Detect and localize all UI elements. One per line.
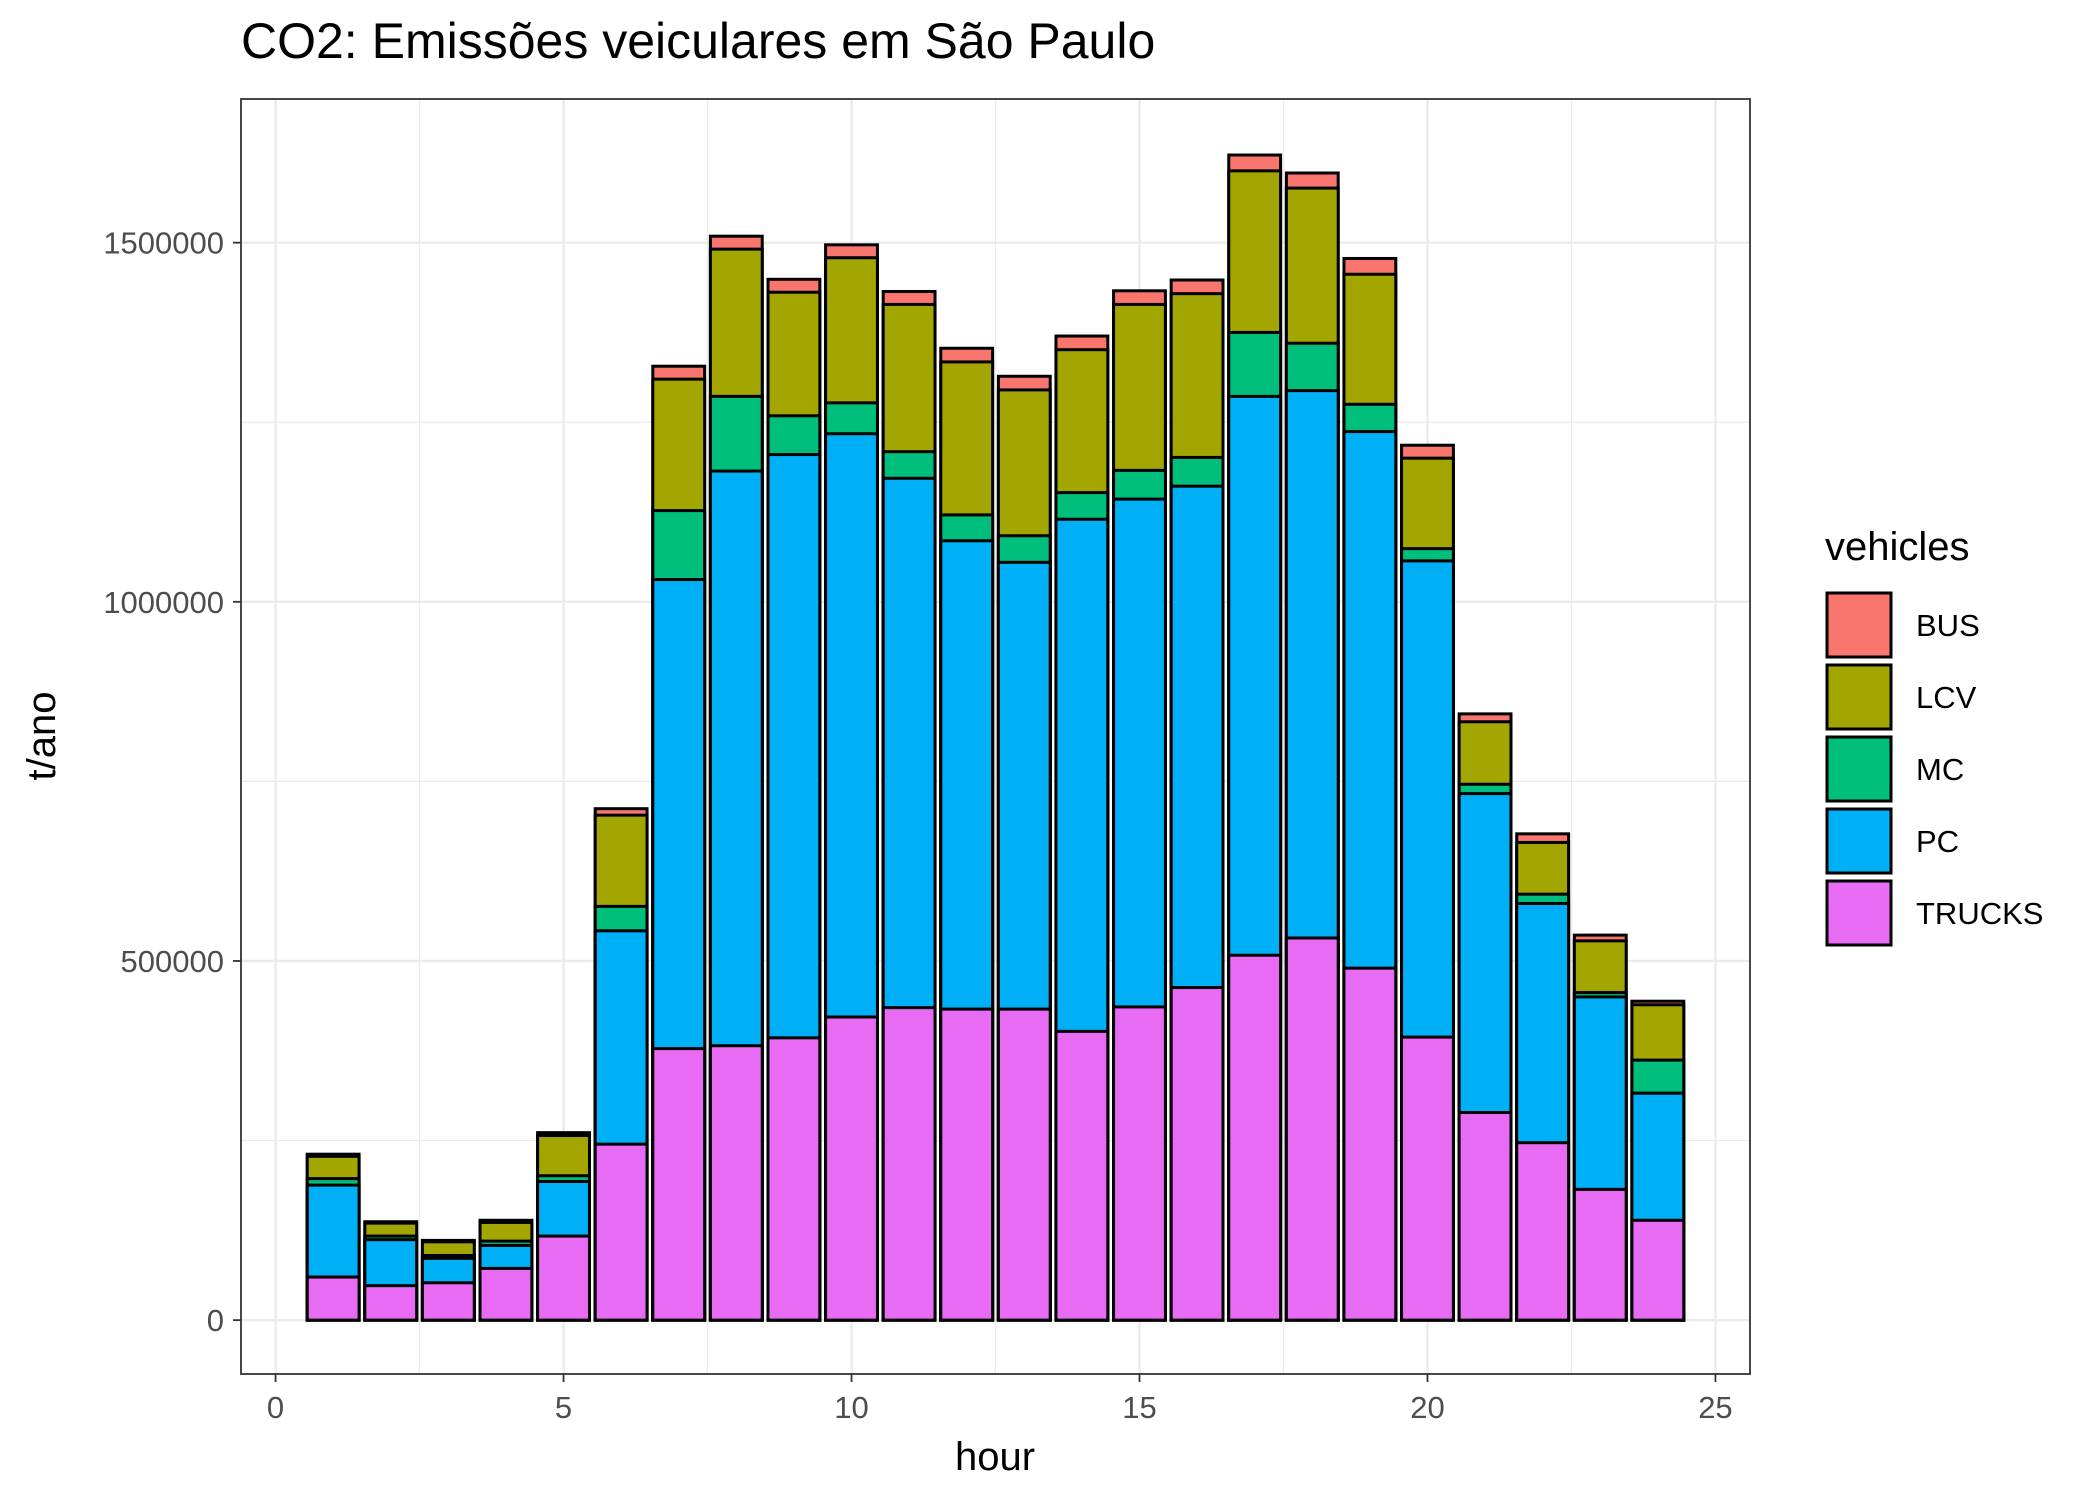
bar-trucks [996,1007,1052,1322]
bar-trucks [1342,966,1398,1322]
bar-trucks [708,1044,764,1322]
legend: BUS LCV MC PC TRUCKS [1825,591,2043,947]
x-tick-label: 20 [1410,1390,1444,1425]
bar-trucks [1572,1187,1628,1322]
legend-key-bus [1825,591,1893,659]
legend-key-trucks [1825,879,1893,947]
bar-trucks [1112,1005,1167,1322]
legend-label-bus: BUS [1916,608,1980,643]
bar-trucks [536,1234,591,1322]
bar-trucks [478,1266,534,1322]
legend-key-pc [1825,807,1893,875]
bar-trucks [1515,1141,1571,1322]
bar-trucks [881,1006,937,1322]
bar-trucks [1284,936,1340,1322]
legend-label-mc: MC [1916,752,1964,787]
bar-trucks [766,1036,822,1322]
legend-label-lcv: LCV [1916,680,1977,715]
y-tick-label: 1000000 [103,585,224,620]
y-tick-label: 1500000 [103,226,224,261]
chart-title: CO2: Emissões veiculares em São Paulo [241,13,1155,69]
legend-title: vehicles [1825,525,1970,569]
bar-trucks [1457,1111,1513,1322]
x-axis-title: hour [955,1435,1035,1479]
y-tick-label: 500000 [121,944,224,979]
x-tick-label: 10 [834,1390,868,1425]
x-tick-label: 15 [1122,1390,1156,1425]
y-axis-title: t/ano [20,692,64,781]
bar-trucks [1227,953,1283,1322]
stacked-bars [305,153,1686,1322]
legend-key-lcv [1825,663,1893,731]
legend-key-mc [1825,735,1893,803]
y-tick-label: 0 [207,1303,224,1338]
legend-label-pc: PC [1916,824,1959,859]
bar-trucks [363,1284,419,1322]
x-tick-label: 5 [555,1390,572,1425]
x-tick-label: 25 [1698,1390,1732,1425]
legend-label-trucks: TRUCKS [1916,896,2043,931]
x-tick-label: 0 [267,1390,284,1425]
x-axis: 0 5 10 15 20 25 [267,1374,1733,1425]
bar-trucks [593,1142,649,1322]
plot-border [240,98,1751,1375]
bar-trucks [651,1047,707,1322]
bar-trucks [1400,1035,1455,1322]
bar-trucks [420,1281,476,1322]
bar-trucks [1169,986,1225,1322]
bar-trucks [824,1015,879,1322]
bar-trucks [1054,1029,1110,1322]
y-axis: 0 500000 1000000 1500000 [103,226,241,1338]
bar-trucks [1630,1218,1686,1322]
bar-trucks [939,1007,995,1322]
bar-trucks [305,1275,361,1322]
